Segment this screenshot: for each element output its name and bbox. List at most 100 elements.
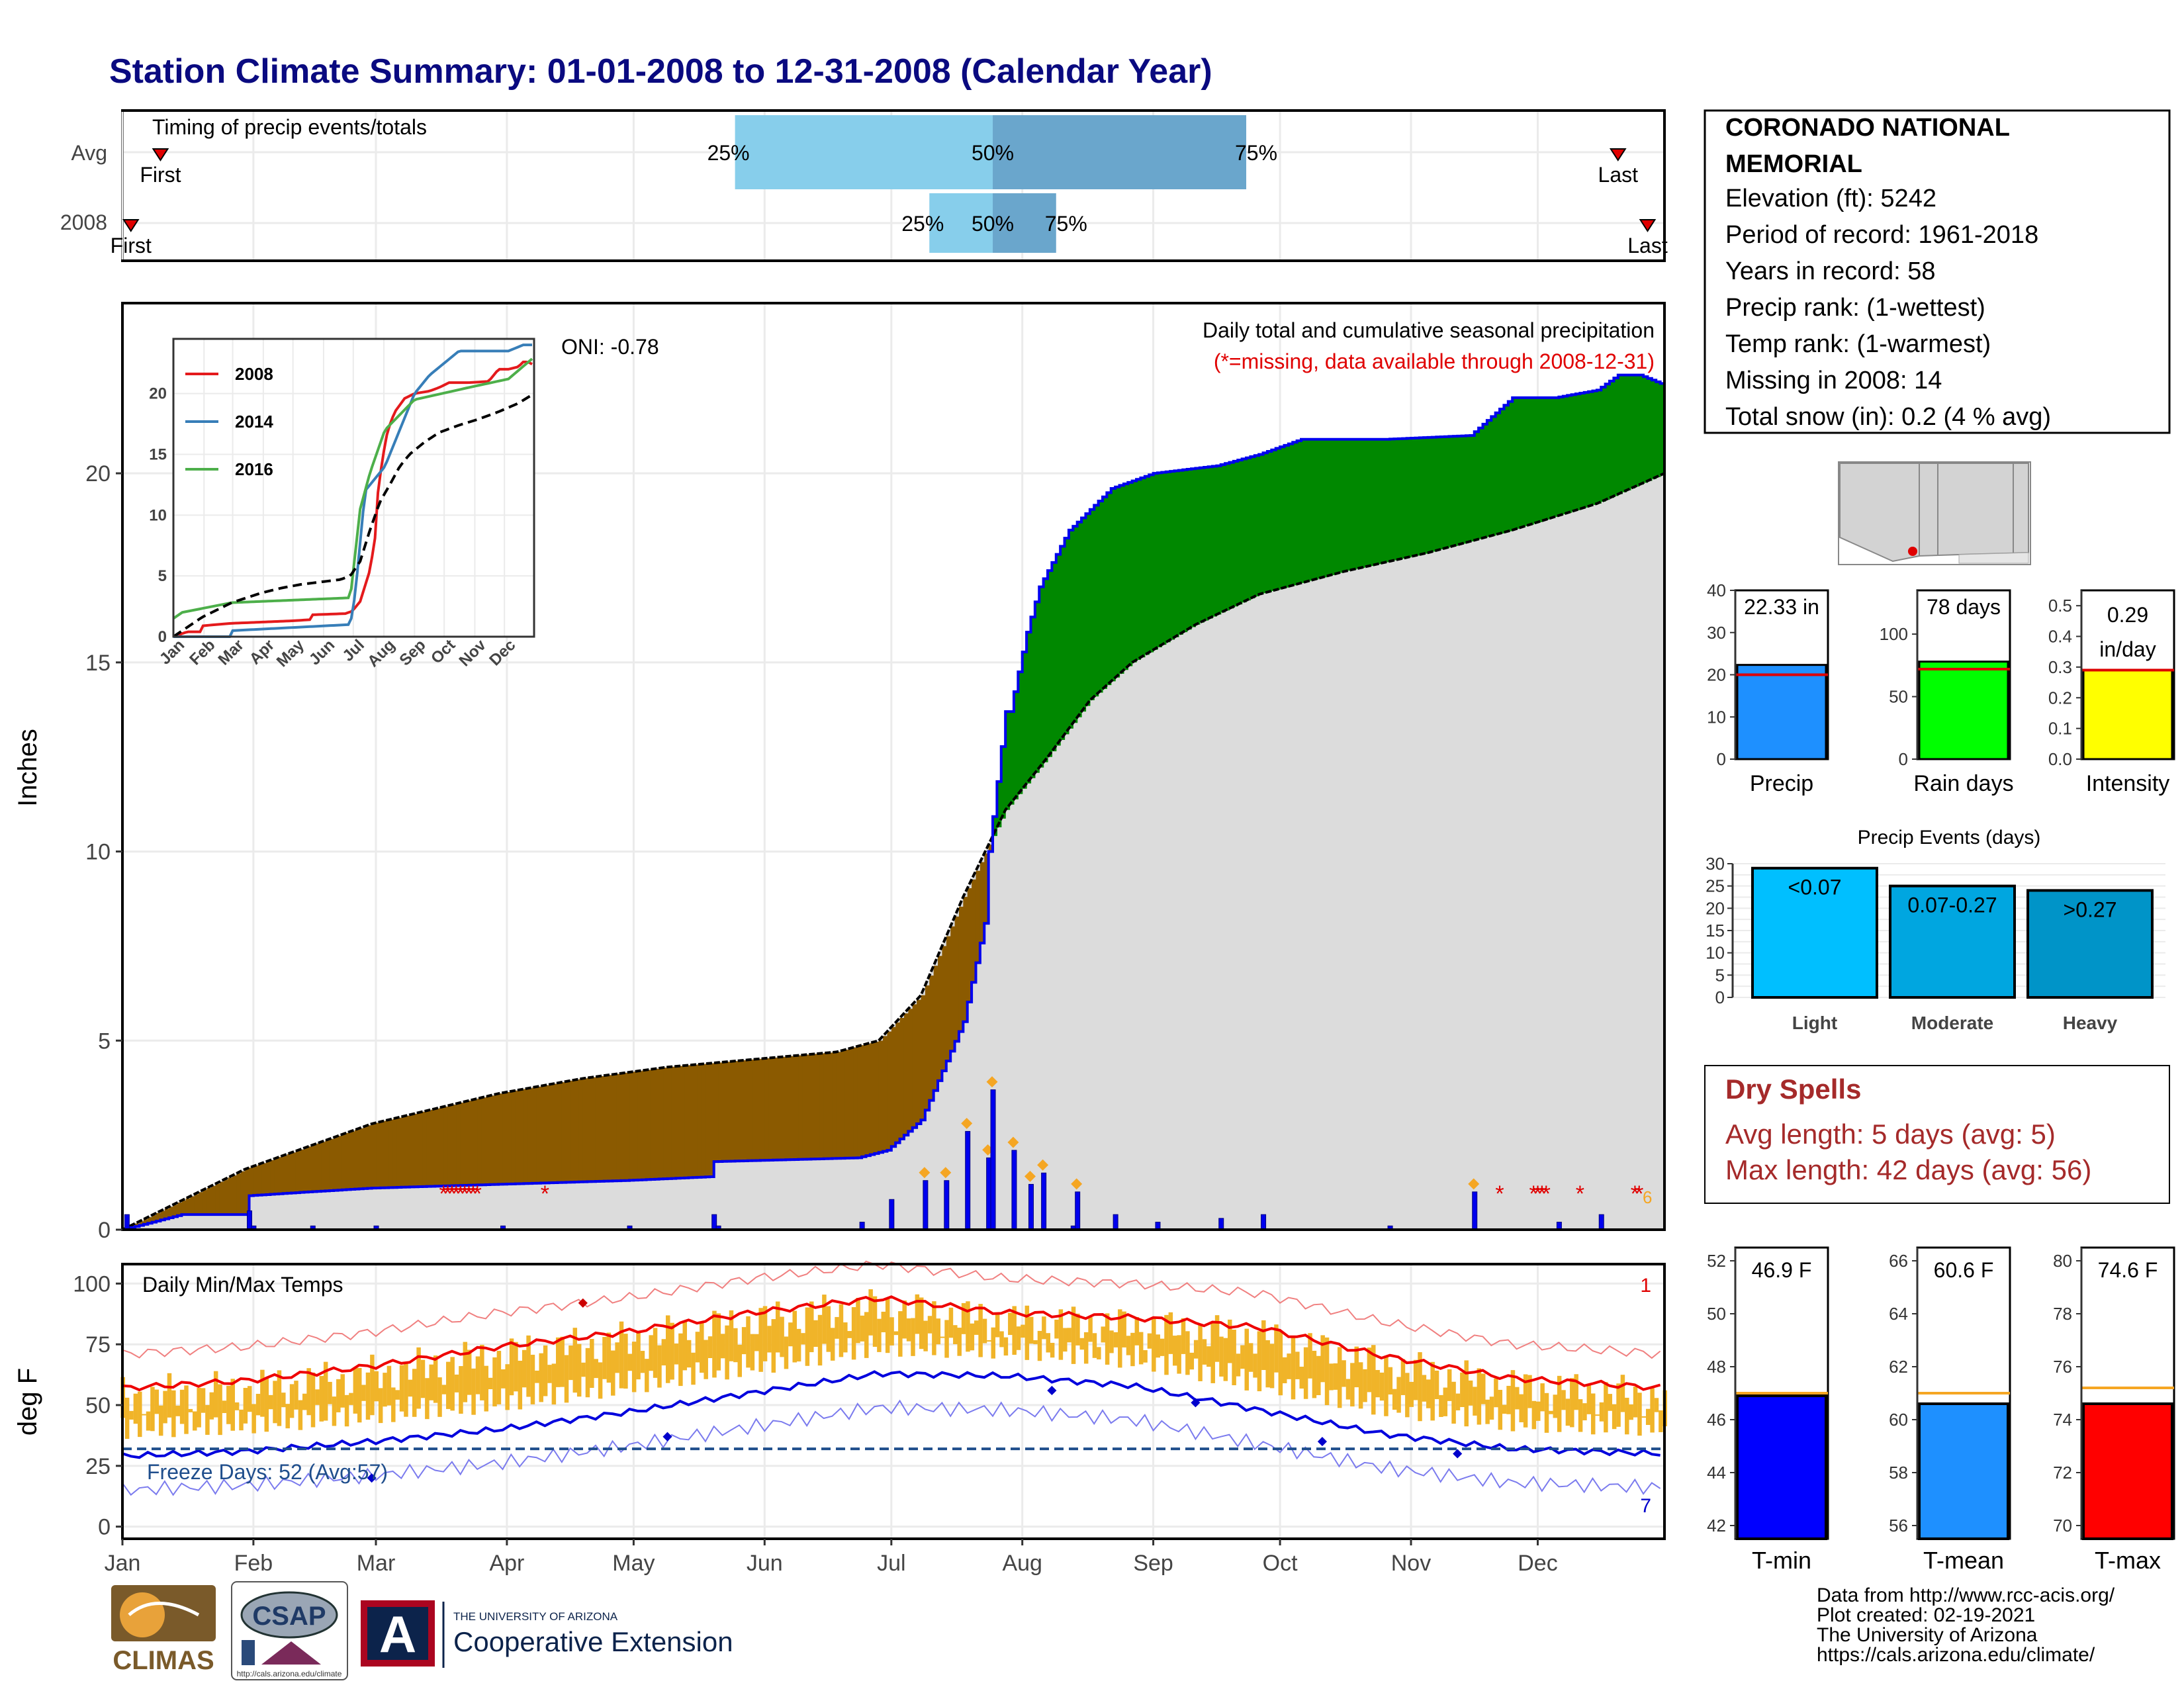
daily-temp-range-bar xyxy=(649,1335,653,1371)
missing-data-marker: * xyxy=(465,1181,473,1207)
daily-temp-range-bar xyxy=(1625,1397,1629,1435)
cumulative-anomaly-segment xyxy=(1474,432,1479,541)
temp-ytick-label: 0 xyxy=(98,1515,111,1540)
daily-temp-range-bar xyxy=(230,1379,235,1431)
daily-temp-range-bar xyxy=(758,1308,763,1372)
daily-temp-range-bar xyxy=(1544,1393,1549,1433)
cumulative-anomaly-segment xyxy=(203,1190,208,1215)
daily-temp-range-bar xyxy=(378,1388,383,1424)
cumulative-anomaly-segment xyxy=(1043,578,1048,762)
daily-temp-range-bar xyxy=(1320,1335,1325,1383)
daily-precip-bar xyxy=(889,1199,895,1230)
inset-ytick-label: 20 xyxy=(149,385,167,403)
cumulative-anomaly-segment xyxy=(574,1079,580,1182)
cumulative-anomaly-segment xyxy=(1301,439,1306,583)
daily-temp-range-bar xyxy=(1451,1381,1456,1424)
daily-temp-range-bar xyxy=(801,1333,805,1345)
daily-temp-range-bar xyxy=(163,1391,167,1424)
cumulative-anomaly-segment xyxy=(752,1059,757,1161)
tmin-ytick-label: 52 xyxy=(1707,1251,1726,1271)
cumulative-anomaly-segment xyxy=(211,1185,216,1215)
daily-temp-range-bar xyxy=(856,1298,860,1344)
cumulative-anomaly-segment xyxy=(874,1042,880,1154)
daily-temp-range-bar xyxy=(1189,1352,1195,1370)
cumulative-anomaly-segment xyxy=(1364,439,1369,567)
cumulative-anomaly-segment xyxy=(1440,437,1445,549)
cumulative-anomaly-segment xyxy=(903,1013,909,1136)
cumulative-anomaly-segment xyxy=(1081,518,1087,712)
cumulative-anomaly-segment xyxy=(422,1111,428,1187)
cumulative-anomaly-segment xyxy=(1212,466,1217,617)
cumulative-anomaly-segment xyxy=(899,1018,905,1139)
daily-temp-range-bar xyxy=(1083,1332,1089,1364)
cumulative-anomaly-segment xyxy=(384,1120,389,1188)
daily-precip-bar xyxy=(990,1089,996,1230)
cumulative-anomaly-segment xyxy=(1610,381,1614,498)
events-ytick-label: 10 xyxy=(1706,943,1725,963)
precip-panel-title: Daily total and cumulative seasonal prec… xyxy=(1203,318,1655,342)
month-axis-label: Oct xyxy=(1263,1551,1298,1576)
cumulative-anomaly-segment xyxy=(240,1171,246,1215)
cumulative-anomaly-segment xyxy=(1529,397,1534,525)
cumulative-anomaly-segment xyxy=(274,1158,279,1195)
daily-temp-range-bar xyxy=(1016,1326,1021,1350)
cumulative-anomaly-segment xyxy=(1073,526,1078,723)
daily-temp-range-bar xyxy=(1046,1333,1050,1353)
footer-university: The University of Arizona xyxy=(1817,1624,2038,1646)
daily-temp-range-bar xyxy=(471,1368,476,1415)
cumulative-anomaly-segment xyxy=(316,1143,322,1192)
cumulative-anomaly-segment xyxy=(883,1036,888,1152)
daily-temp-range-bar xyxy=(209,1392,214,1420)
daily-temp-range-bar xyxy=(725,1325,729,1380)
cumulative-anomaly-segment xyxy=(1330,439,1336,575)
daily-temp-range-bar xyxy=(365,1372,371,1420)
month-axis-label: Jul xyxy=(877,1551,905,1576)
daily-temp-range-bar xyxy=(1515,1387,1520,1410)
precip-ytick-label: 30 xyxy=(1707,623,1726,643)
events-ytick-label: 30 xyxy=(1706,854,1725,874)
rain_days-mini-bar xyxy=(1918,661,2009,760)
daily-temp-range-bar xyxy=(1502,1404,1507,1414)
daily-temp-range-bar xyxy=(1054,1319,1059,1339)
cumulative-anomaly-segment xyxy=(1009,711,1015,805)
daily-temp-range-bar xyxy=(906,1318,911,1342)
intensity-value-label: 0.29 xyxy=(2107,603,2148,627)
cumulative-anomaly-segment xyxy=(819,1053,825,1159)
daily-temp-range-bar xyxy=(999,1331,1004,1348)
daily-temp-range-bar xyxy=(1240,1345,1245,1369)
cumulative-anomaly-segment xyxy=(870,1042,875,1155)
daily-temp-range-bar xyxy=(154,1389,159,1414)
inset-ytick-label: 10 xyxy=(149,506,167,524)
dry-spells-avg: Avg length: 5 days (avg: 5) xyxy=(1725,1119,2056,1150)
daily-temp-range-bar xyxy=(243,1388,248,1424)
cumulative-anomaly-segment xyxy=(177,1203,182,1216)
cumulative-anomaly-segment xyxy=(1225,463,1230,611)
cumulative-anomaly-segment xyxy=(1377,439,1382,565)
cumulative-anomaly-segment xyxy=(616,1074,621,1181)
cumulative-anomaly-segment xyxy=(1516,397,1522,529)
cumulative-anomaly-segment xyxy=(844,1050,850,1158)
daily-temp-range-bar xyxy=(1079,1338,1085,1350)
daily-temp-range-bar xyxy=(1345,1379,1351,1400)
cumulative-anomaly-segment xyxy=(1630,375,1635,488)
cumulative-anomaly-segment xyxy=(473,1099,478,1185)
daily-temp-range-bar xyxy=(1101,1326,1105,1343)
daily-temp-range-bar xyxy=(948,1307,954,1338)
cumulative-anomaly-segment xyxy=(418,1113,423,1187)
timing-q75-label: 75% xyxy=(1045,212,1087,236)
cumulative-anomaly-segment xyxy=(1288,443,1293,586)
climas-logo-text: CLIMAS xyxy=(113,1646,214,1675)
daily-temp-range-bar xyxy=(1181,1318,1186,1354)
daily-temp-range-bar xyxy=(1527,1375,1532,1408)
cumulative-anomaly-segment xyxy=(1233,461,1238,607)
daily-temp-range-bar xyxy=(218,1384,222,1436)
daily-precip-bar xyxy=(944,1180,950,1230)
cumulative-anomaly-segment xyxy=(135,1223,140,1227)
cumulative-anomaly-segment xyxy=(1111,488,1116,682)
daily-temp-range-bar xyxy=(1578,1399,1583,1432)
month-axis-label: Apr xyxy=(489,1551,524,1576)
daily-temp-range-bar xyxy=(1489,1396,1494,1420)
cumulative-anomaly-segment xyxy=(891,1027,896,1147)
daily-temp-range-bar xyxy=(881,1311,886,1332)
cumulative-anomaly-segment xyxy=(1398,438,1403,560)
